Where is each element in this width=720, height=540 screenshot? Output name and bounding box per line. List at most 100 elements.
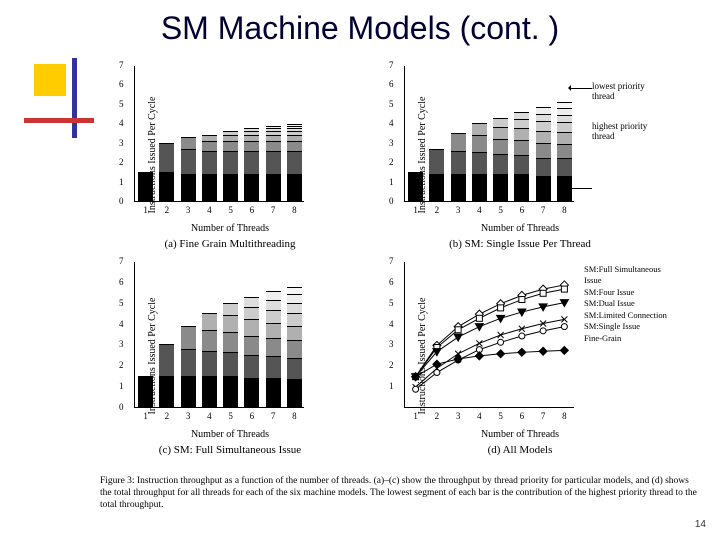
bar xyxy=(159,143,174,201)
bar-segment xyxy=(287,326,302,341)
bar-segment xyxy=(181,149,196,174)
legend-item: SM:Dual Issue xyxy=(584,298,670,309)
page-title: SM Machine Models (cont. ) xyxy=(0,10,720,47)
xlabel-d: Number of Threads xyxy=(481,429,559,440)
xtick: 6 xyxy=(520,205,525,215)
xtick: 6 xyxy=(250,411,255,421)
bar-segment xyxy=(287,294,302,302)
bar-segment xyxy=(159,172,174,201)
ytick: 7 xyxy=(389,256,394,266)
bar-segment xyxy=(266,141,281,151)
xtick: 2 xyxy=(435,205,440,215)
bar-segment xyxy=(287,174,302,201)
series-marker xyxy=(498,332,504,338)
series-marker xyxy=(519,333,525,339)
series-marker xyxy=(561,286,567,292)
bar-segment xyxy=(287,303,302,313)
bar xyxy=(472,123,487,201)
bar-segment xyxy=(536,114,551,122)
xtick: 2 xyxy=(165,411,170,421)
bar-segment xyxy=(181,376,196,407)
bar-segment xyxy=(493,139,508,155)
caption-b: (b) SM: Single Issue Per Thread xyxy=(449,238,591,250)
xtick: 1 xyxy=(413,411,418,421)
caption-c: (c) SM: Full Simultaneous Issue xyxy=(159,444,301,456)
panel-d: Instructions Issued Per Cycle 1234567123… xyxy=(370,256,670,456)
ytick: 1 xyxy=(389,177,394,187)
bar-segment xyxy=(223,303,238,316)
bar-segment xyxy=(287,313,302,326)
xtick: 5 xyxy=(228,411,233,421)
bar-segment xyxy=(514,174,529,201)
xtick: 4 xyxy=(477,205,482,215)
bar-segment xyxy=(202,141,217,151)
panel-a: Instructions Issued Per Cycle 0123456712… xyxy=(100,60,360,250)
bar-segment xyxy=(287,340,302,358)
ytick: 2 xyxy=(389,157,394,167)
ytick: 6 xyxy=(389,277,394,287)
arrow-high-icon xyxy=(570,188,592,189)
series-marker xyxy=(413,386,419,392)
bar-segment xyxy=(266,378,281,407)
bar-segment xyxy=(514,119,529,128)
bar xyxy=(244,128,259,201)
bar xyxy=(408,172,423,201)
bar-segment xyxy=(138,376,153,407)
ytick: 1 xyxy=(119,177,124,187)
bar-segment xyxy=(472,152,487,173)
xlabel-a: Number of Threads xyxy=(191,223,269,234)
series-marker xyxy=(519,297,525,303)
bar-segment xyxy=(266,310,281,323)
bar-segment xyxy=(223,315,238,332)
page-number: 14 xyxy=(695,519,706,530)
bar-segment xyxy=(536,121,551,131)
bar-segment xyxy=(223,352,238,376)
series-marker xyxy=(454,334,462,341)
ytick: 4 xyxy=(389,319,394,329)
figure-caption: Figure 3: Instruction throughput as a fu… xyxy=(100,476,700,512)
bar-segment xyxy=(159,143,174,172)
ytick: 2 xyxy=(119,360,124,370)
bar-segment xyxy=(557,132,572,144)
bar-segment xyxy=(223,174,238,201)
ytick: 5 xyxy=(119,99,124,109)
xtick: 8 xyxy=(562,411,567,421)
ytick: 3 xyxy=(119,339,124,349)
xlabel-b: Number of Threads xyxy=(481,223,559,234)
bar-segment xyxy=(514,128,529,140)
ytick: 0 xyxy=(119,196,124,206)
xtick: 7 xyxy=(541,205,546,215)
bar-segment xyxy=(472,174,487,201)
xtick: 1 xyxy=(413,205,418,215)
bar-segment xyxy=(536,143,551,159)
bar xyxy=(429,149,444,201)
xtick: 7 xyxy=(541,411,546,421)
ytick: 0 xyxy=(119,402,124,412)
bar-segment xyxy=(451,174,466,201)
bar-segment xyxy=(514,155,529,173)
xtick: 5 xyxy=(498,411,503,421)
xtick: 8 xyxy=(562,205,567,215)
ytick: 7 xyxy=(389,60,394,70)
bar-segment xyxy=(493,154,508,173)
series-marker xyxy=(540,328,546,334)
series-marker xyxy=(540,290,546,296)
line-chart-svg xyxy=(405,262,575,408)
series-line xyxy=(416,327,565,390)
bar-segment xyxy=(287,358,302,379)
xtick: 7 xyxy=(271,205,276,215)
plot-b: 0123456712345678 xyxy=(404,66,574,202)
caption-d: (d) All Models xyxy=(488,444,553,456)
bar xyxy=(138,172,153,201)
xtick: 3 xyxy=(186,411,191,421)
bar xyxy=(493,118,508,201)
xtick: 5 xyxy=(228,205,233,215)
series-marker xyxy=(498,339,504,345)
bar-segment xyxy=(159,376,174,407)
bar-segment xyxy=(202,351,217,376)
xtick: 8 xyxy=(292,205,297,215)
xtick: 3 xyxy=(186,205,191,215)
bar xyxy=(287,124,302,201)
legend-item: SM:Four Issue xyxy=(584,287,670,298)
bar xyxy=(181,137,196,201)
